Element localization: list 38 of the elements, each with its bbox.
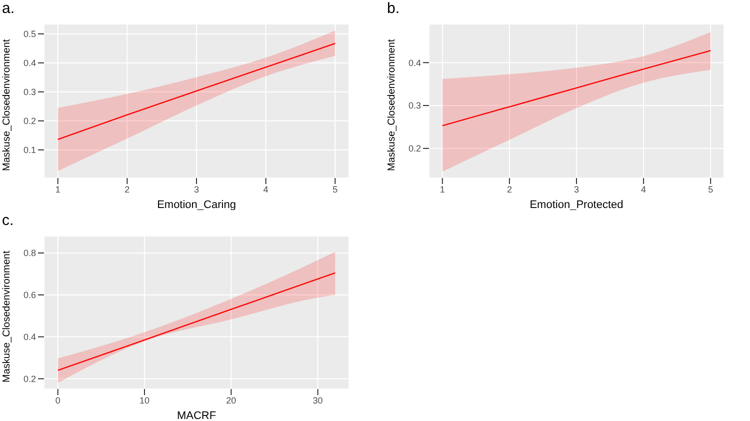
y-tick-label: 0.3: [23, 87, 36, 98]
x-tick-label: 1: [55, 184, 60, 194]
y-axis-title: Maskuse_Closedenvironment: [2, 250, 13, 382]
x-tick-label: 0: [55, 395, 60, 406]
x-axis-title: Emotion_Caring: [157, 199, 236, 211]
x-tick-label: 4: [263, 184, 268, 194]
chart-title: b.: [387, 0, 400, 17]
y-tick-label: 0.2: [23, 116, 36, 126]
x-tick-label: 3: [574, 184, 580, 194]
line-series: [57, 272, 336, 371]
y-tick-label: 0.5: [23, 29, 36, 40]
line-series: [442, 50, 712, 126]
y-tick-label: 0.2: [23, 374, 36, 384]
y-tick-label: 0.6: [23, 290, 36, 300]
x-tick-label: 4: [641, 184, 646, 194]
x-tick-label: 1: [440, 184, 445, 194]
x-tick-label: 30: [312, 395, 323, 406]
y-tick-label: 0.8: [23, 248, 36, 258]
x-tick-label: 20: [226, 395, 236, 406]
x-tick-label: 5: [332, 184, 338, 194]
chart-title: c.: [2, 212, 14, 229]
y-axis-title: Maskuse_Closedenvironment: [386, 39, 398, 171]
x-tick-label: 2: [506, 184, 512, 194]
y-axis-title: Maskuse_Closedenvironment: [2, 39, 13, 171]
x-tick-label: 2: [124, 184, 130, 194]
x-tick-label: 5: [708, 184, 714, 194]
y-tick-label: 0.4: [23, 332, 36, 342]
x-axis-title: MACRF: [176, 410, 216, 421]
y-tick-label: 0.4: [23, 58, 36, 68]
x-tick-label: 3: [194, 184, 200, 194]
chart-title: a.: [2, 0, 15, 17]
y-tick-label: 0.3: [408, 100, 421, 111]
y-tick-label: 0.2: [408, 144, 421, 154]
x-tick-label: 10: [140, 395, 150, 406]
x-axis-title: Emotion_Protected: [530, 199, 624, 211]
y-tick-label: 0.1: [23, 145, 36, 156]
line-series: [57, 42, 336, 140]
y-tick-label: 0.4: [408, 58, 421, 68]
